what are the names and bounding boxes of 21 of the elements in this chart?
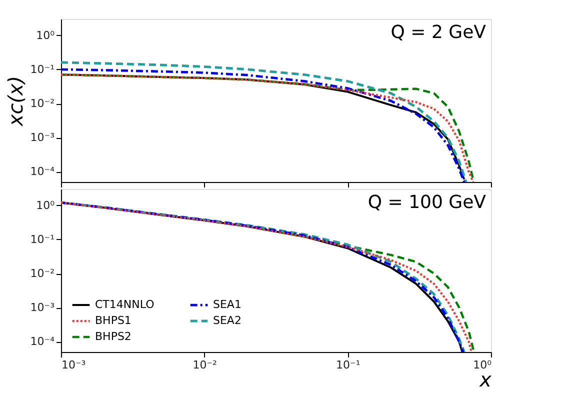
- annotation: Q = 100 GeV: [368, 192, 487, 213]
- legend-label: BHPS2: [95, 330, 132, 343]
- legend-label: SEA2: [213, 314, 242, 327]
- y-tick-label: 10⁻⁴: [30, 165, 56, 178]
- y-tick-label: 10⁻⁴: [30, 335, 56, 348]
- x-tick-label: 10⁻¹: [336, 358, 360, 372]
- y-tick-label: 10⁰: [36, 198, 56, 212]
- x-tick-label: 10⁻²: [192, 358, 217, 372]
- y-tick-label: 10⁰: [36, 28, 56, 42]
- legend-label: CT14NNLO: [95, 298, 155, 311]
- y-tick-label: 10⁻³: [30, 301, 54, 314]
- y-tick-label: 10⁻²: [30, 267, 54, 280]
- legend-label: SEA1: [213, 298, 242, 311]
- y-axis-title: xc(x): [3, 76, 28, 128]
- legend-label: BHPS1: [95, 314, 132, 327]
- x-tick-label: 10⁻³: [62, 358, 86, 372]
- y-tick-label: 10⁻²: [30, 97, 54, 110]
- annotation: Q = 2 GeV: [390, 22, 487, 43]
- y-tick-label: 10⁻¹: [30, 62, 54, 76]
- y-tick-label: 10⁻¹: [30, 232, 54, 246]
- y-tick-label: 10⁻³: [30, 131, 54, 144]
